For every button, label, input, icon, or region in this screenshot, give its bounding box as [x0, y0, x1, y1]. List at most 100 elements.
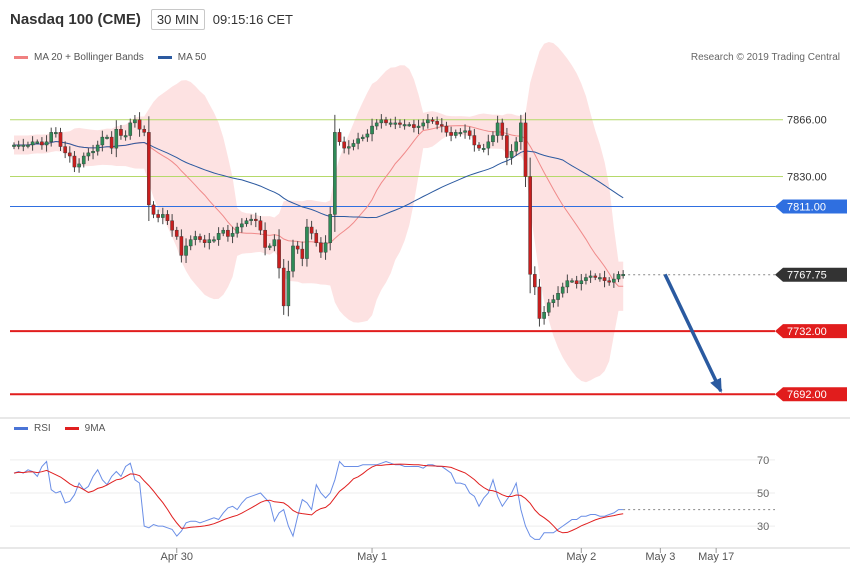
candle-body	[416, 125, 421, 128]
candle-body	[26, 144, 30, 147]
interval-selector[interactable]: 30 MIN	[150, 8, 205, 30]
legend-label-ma50: MA 50	[177, 52, 207, 63]
candle-body	[100, 136, 105, 146]
candle-body	[407, 124, 412, 127]
candle-body	[426, 119, 430, 124]
candle-body	[430, 119, 435, 122]
candle-body	[384, 119, 388, 124]
timestamp: 09:15:16 CET	[212, 11, 293, 27]
price-label-7866-00: 7866.00	[787, 115, 827, 127]
candle-body	[202, 239, 207, 243]
candle-body	[444, 125, 449, 133]
candle-body	[49, 132, 53, 143]
instrument-title: Nasdaq 100 (CME)	[10, 10, 141, 28]
candle-body	[77, 163, 81, 168]
candle-body	[360, 136, 365, 139]
legend-swatch-rsi	[14, 427, 28, 430]
legend-swatch-ma20	[14, 56, 28, 59]
candle-body	[458, 132, 463, 135]
candle-body	[207, 239, 212, 243]
candle-body	[537, 286, 542, 319]
candle-body	[565, 280, 570, 288]
candle-body	[216, 233, 221, 240]
candle-body	[249, 218, 253, 221]
candle-body	[584, 277, 588, 281]
candle-body	[309, 226, 314, 234]
chart-header: Nasdaq 100 (CME) 30 MIN 09:15:16 CET	[10, 8, 293, 30]
candle-body	[147, 132, 151, 206]
candle-body	[16, 144, 21, 147]
candle-body	[579, 280, 584, 285]
candle-body	[212, 239, 216, 242]
candle-body	[67, 152, 72, 157]
candle-body	[467, 130, 472, 136]
candle-body	[588, 275, 593, 278]
candle-body	[235, 226, 240, 234]
candle-body	[314, 233, 319, 243]
candle-body	[253, 218, 258, 221]
candle-body	[221, 229, 226, 234]
rsi-tick-70: 70	[757, 455, 769, 467]
candle-body	[388, 122, 393, 125]
x-label-may-3: May 3	[645, 551, 675, 563]
candle-body	[421, 122, 426, 127]
candle-body	[440, 124, 444, 127]
legend-label-ma20: MA 20 + Bollinger Bands	[34, 52, 144, 63]
candle-body	[277, 239, 281, 269]
candle-body	[198, 236, 202, 240]
candle-body	[505, 135, 509, 158]
candle-body	[142, 129, 147, 133]
candle-body	[188, 239, 193, 247]
candle-body	[72, 155, 77, 168]
forecast-arrow	[663, 273, 723, 392]
rsi-tick-30: 30	[757, 521, 769, 533]
candle-body	[556, 293, 560, 300]
candle-body	[305, 226, 309, 259]
legend-item-9ma: 9MA	[64, 423, 105, 434]
candle-body	[621, 274, 625, 277]
candle-body	[472, 135, 477, 146]
candle-body	[193, 236, 198, 240]
legend-swatch-9ma	[64, 427, 79, 430]
price-label-7767-75: 7767.75	[787, 270, 827, 282]
candle-body	[179, 236, 184, 256]
rsi-ma-line	[13, 463, 624, 534]
candle-body	[351, 143, 356, 147]
candle-body	[267, 245, 272, 248]
candle-body	[105, 136, 109, 139]
candle-body	[272, 239, 277, 247]
candle-body	[337, 132, 342, 143]
candle-body	[160, 214, 165, 218]
candle-body	[402, 124, 407, 127]
price-tag-7767-75	[775, 267, 847, 282]
candle-body	[342, 141, 346, 149]
price-label-7732-00: 7732.00	[787, 326, 827, 338]
candle-body	[119, 129, 123, 136]
candle-body	[370, 125, 374, 135]
candle-body	[54, 132, 58, 135]
x-label-may-2: May 2	[566, 551, 596, 563]
candle-body	[174, 229, 179, 237]
candle-body	[258, 220, 263, 231]
candle-body	[170, 220, 174, 231]
candle-body	[551, 299, 556, 303]
candle-body	[533, 274, 537, 288]
candle-body	[570, 280, 574, 283]
candle-body	[63, 146, 67, 154]
candle-body	[528, 176, 532, 275]
candle-body	[286, 270, 291, 307]
candle-body	[291, 245, 295, 272]
candle-body	[453, 132, 458, 136]
rsi-legend: RSI 9MA	[14, 423, 119, 434]
x-label-may-17: May 17	[698, 551, 734, 563]
candle-body	[598, 277, 602, 280]
candle-body	[12, 144, 16, 147]
candle-body	[281, 267, 286, 307]
candle-body	[495, 122, 500, 136]
candle-body	[240, 223, 244, 228]
candle-body	[491, 135, 495, 143]
candle-body	[156, 214, 160, 218]
candle-body	[509, 151, 514, 158]
candle-body	[602, 277, 607, 281]
candle-body	[593, 275, 598, 278]
